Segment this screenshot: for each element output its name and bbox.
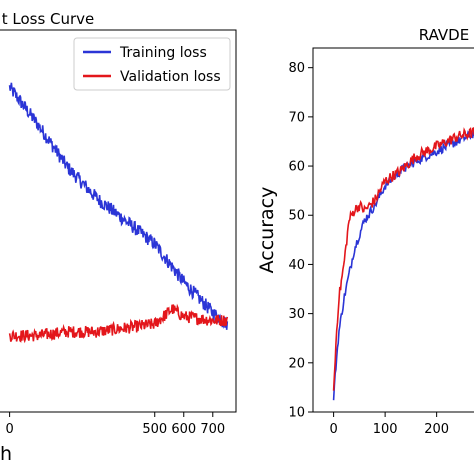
loss-x-tick-label: 700 — [200, 422, 225, 437]
loss-x-tick-label: 500 — [142, 422, 167, 437]
accuracy-chart: RAVDE 10 20 30 40 50 60 70 80 0 100 200 Accuracy — [256, 26, 474, 437]
accuracy-y-tick-label: 40 — [288, 258, 305, 273]
loss-legend-box — [73, 37, 231, 91]
loss-x-tick-label: 0 — [5, 422, 13, 437]
accuracy-y-tick-label: 50 — [288, 209, 305, 224]
loss-x-tick-label: 600 — [171, 422, 196, 437]
accuracy-y-axis-label: Accuracy — [256, 187, 278, 274]
loss-series-group — [8, 82, 229, 344]
validation-loss-line — [8, 303, 229, 344]
loss-chart-title: t Loss Curve — [2, 10, 95, 28]
accuracy-y-tick-label: 30 — [288, 307, 305, 322]
accuracy-series-group — [332, 127, 474, 401]
loss-plot-area — [0, 29, 237, 413]
loss-chart: t Loss Curve 0 500 600 700 h Training loss … — [0, 10, 237, 465]
accuracy-y-tick-label: 80 — [288, 61, 305, 76]
accuracy-axis-ticks: 10 20 30 40 50 60 70 80 0 100 200 — [288, 61, 449, 437]
training-loss-line — [8, 82, 229, 330]
loss-x-axis-label: h — [0, 443, 12, 465]
legend-label-training-loss: Training loss — [119, 45, 207, 61]
accuracy-chart-title: RAVDE — [419, 26, 469, 44]
accuracy-y-tick-label: 70 — [288, 110, 305, 125]
accuracy-red-line — [332, 127, 474, 391]
accuracy-x-tick-label: 200 — [424, 422, 449, 437]
accuracy-plot-area — [312, 47, 474, 413]
legend-label-validation-loss: Validation loss — [120, 69, 221, 85]
loss-legend: Training loss Validation loss — [73, 37, 231, 91]
accuracy-y-tick-label: 10 — [288, 406, 305, 421]
accuracy-y-tick-label: 60 — [288, 160, 305, 175]
accuracy-x-tick-label: 0 — [329, 422, 337, 437]
accuracy-y-tick-label: 20 — [288, 356, 305, 371]
loss-x-ticks: 0 500 600 700 — [5, 412, 225, 437]
accuracy-x-tick-label: 100 — [373, 422, 398, 437]
